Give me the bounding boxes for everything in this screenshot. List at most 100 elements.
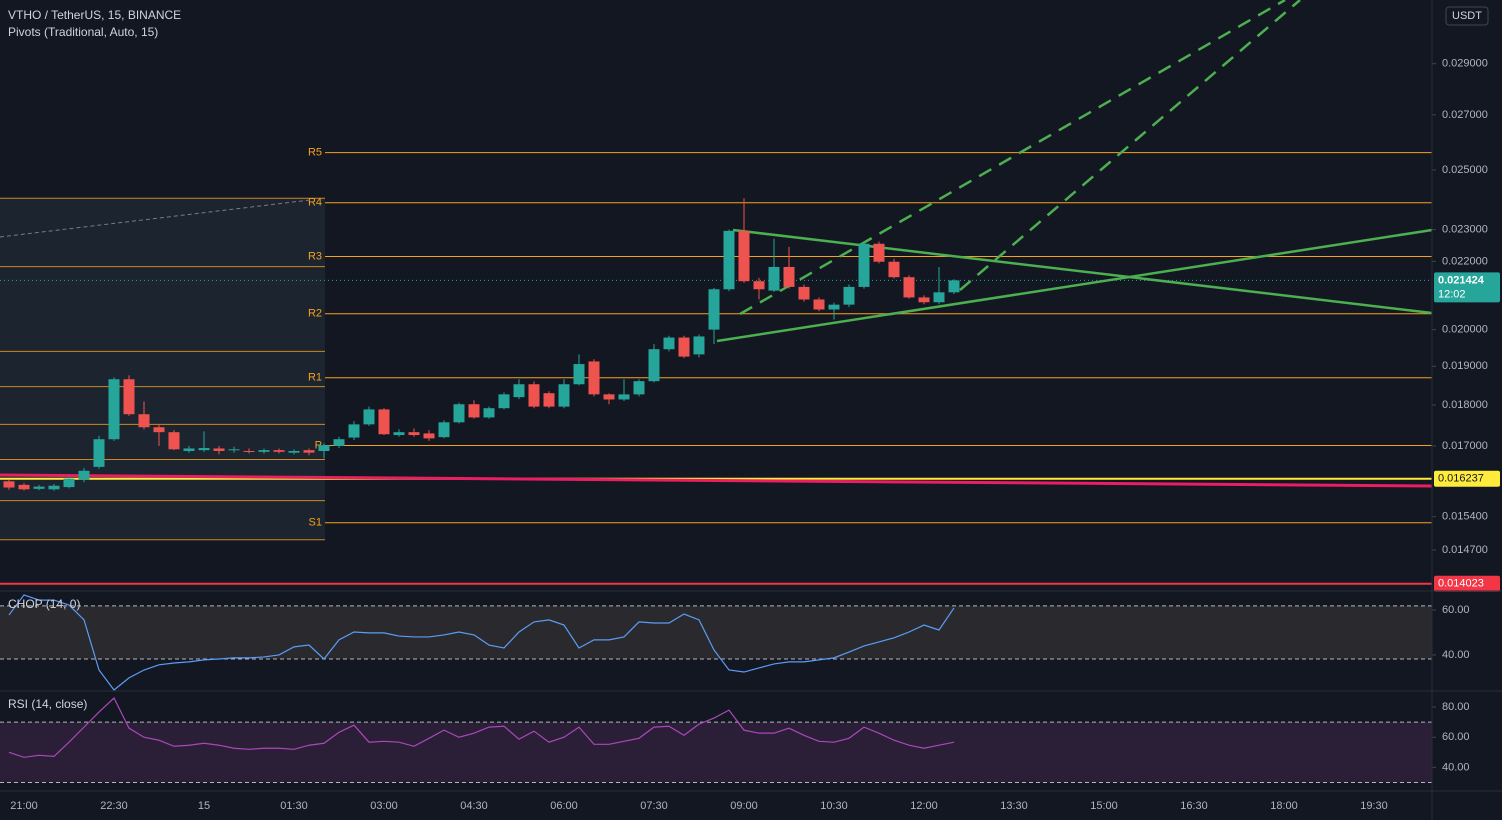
candle-body (153, 427, 165, 433)
y-tick-label: 40.00 (1442, 761, 1470, 773)
x-tick-label: 15 (198, 800, 210, 812)
candle-body (543, 393, 555, 407)
last-price-box (1434, 272, 1500, 303)
candle-body (633, 381, 645, 395)
candle-body (693, 336, 705, 355)
drawings (0, 0, 1433, 488)
x-tick-label: 18:00 (1270, 800, 1298, 812)
symbol-title: VTHO / TetherUS, 15, BINANCE (8, 8, 181, 22)
candle-body (798, 286, 810, 300)
candle-body (888, 261, 900, 278)
candle-body (768, 266, 780, 291)
candle-body (198, 448, 210, 451)
candle-body (303, 450, 315, 453)
y-tick-label: 0.018000 (1442, 399, 1488, 411)
pivot-label: S1 (309, 517, 322, 529)
candle-body (603, 394, 615, 400)
price-label: 0.014023 (1438, 578, 1484, 590)
candle-body (273, 450, 285, 452)
price-label-box (1434, 470, 1500, 487)
x-tick-label: 19:30 (1360, 800, 1388, 812)
y-tick-label: 0.023000 (1442, 224, 1488, 236)
x-tick-label: 10:30 (820, 800, 848, 812)
candle-body (78, 470, 90, 480)
trend-line (959, 0, 1301, 291)
candle-body (183, 448, 195, 451)
trend-line (739, 0, 1286, 316)
candle-body (318, 445, 330, 451)
candle-body (918, 297, 930, 303)
candle-body (783, 266, 795, 287)
candle-body (33, 486, 45, 489)
candle-body (753, 281, 765, 290)
x-tick-label: 06:00 (550, 800, 578, 812)
candle-body (258, 450, 270, 452)
y-tick-label: 0.020000 (1442, 324, 1488, 336)
candle-body (108, 379, 120, 440)
pivot-label: R2 (308, 308, 322, 320)
candle-body (723, 230, 735, 290)
trend-line (0, 473, 1433, 488)
price-label-box (1434, 575, 1500, 592)
candle-body (618, 394, 630, 400)
currency-box[interactable] (1445, 6, 1489, 26)
x-tick-label: 03:00 (370, 800, 398, 812)
candle-body (843, 286, 855, 305)
pivot-label: R5 (308, 147, 322, 159)
candle-body (288, 450, 300, 453)
foreground-layer: 0.029000 0.027000 0.025000 0.023000 0.022000… (3, 58, 1500, 812)
candle-body (663, 337, 675, 350)
candle-body (423, 433, 435, 439)
y-tick-label: 40.00 (1442, 649, 1470, 661)
pane-title: CHOP (14, 0) (8, 597, 80, 611)
x-tick-label: 01:30 (280, 800, 308, 812)
y-tick-label: 0.014700 (1442, 544, 1488, 556)
pivot-label: R3 (308, 250, 322, 262)
y-tick-label: 0.027000 (1442, 109, 1488, 121)
candle-body (573, 364, 585, 385)
trend-line (732, 228, 1433, 315)
last-price-label: 0.021424 (1438, 274, 1485, 286)
candle-body (93, 439, 105, 467)
x-tick-label: 04:30 (460, 800, 488, 812)
prior-pivot-area (0, 198, 325, 540)
candle-body (393, 432, 405, 436)
indicator-line (8, 697, 955, 758)
pivot-label: P (315, 439, 322, 451)
candle-body (468, 404, 480, 418)
indicator-title: Pivots (Traditional, Auto, 15) (8, 25, 158, 39)
candle-body (3, 481, 15, 488)
y-tick-label: 60.00 (1442, 731, 1470, 743)
x-tick-label: 22:30 (100, 800, 128, 812)
candle-body (483, 408, 495, 418)
pane-title: RSI (14, close) (8, 697, 87, 711)
x-tick-label: 09:00 (730, 800, 758, 812)
pivot-label: R4 (308, 197, 322, 209)
candle-body (948, 280, 960, 293)
countdown-label: 12:02 (1438, 288, 1466, 300)
candle-body (453, 404, 465, 423)
candle-body (933, 292, 945, 303)
currency[interactable]: USDT (1452, 10, 1482, 22)
background-layer: R5 R4 R3 R2 R1 P S1 (0, 147, 1432, 783)
candle-body (708, 289, 720, 330)
candle-body (408, 432, 420, 436)
candle-body (648, 349, 660, 382)
candle-body (18, 484, 30, 490)
y-tick-label: 0.019000 (1442, 360, 1488, 372)
x-tick-label: 16:30 (1180, 800, 1208, 812)
candle-body (123, 379, 135, 415)
candle-body (588, 361, 600, 395)
candle-body (63, 478, 75, 488)
candle-body (513, 384, 525, 398)
candle-body (138, 414, 150, 428)
price-label: 0.016237 (1438, 473, 1484, 485)
candle-body (828, 304, 840, 310)
y-tick-label: 0.015400 (1442, 511, 1488, 523)
x-tick-label: 07:30 (640, 800, 668, 812)
candle-body (498, 394, 510, 409)
candle-body (813, 299, 825, 310)
